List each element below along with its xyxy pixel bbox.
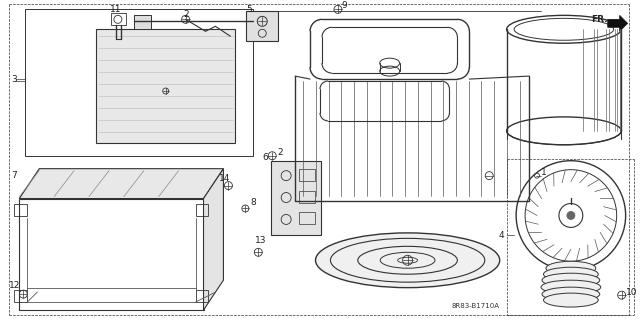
Text: 13: 13: [255, 236, 267, 245]
Text: FR.: FR.: [591, 15, 607, 24]
Bar: [299, 169, 315, 181]
Polygon shape: [608, 15, 628, 31]
Text: 4: 4: [498, 231, 504, 240]
Ellipse shape: [316, 233, 500, 288]
Text: 8R83-B1710A: 8R83-B1710A: [451, 303, 499, 309]
Text: 14: 14: [218, 174, 230, 183]
Text: 6: 6: [262, 153, 268, 162]
Polygon shape: [96, 29, 236, 143]
Text: 10: 10: [626, 288, 637, 297]
Text: 12: 12: [10, 281, 20, 290]
Text: 7: 7: [12, 171, 17, 180]
Ellipse shape: [543, 267, 598, 281]
Polygon shape: [19, 169, 223, 198]
Text: 2: 2: [184, 10, 189, 19]
Bar: [299, 190, 315, 203]
Text: 1: 1: [541, 168, 547, 177]
Polygon shape: [204, 169, 223, 310]
Ellipse shape: [543, 293, 598, 307]
Ellipse shape: [542, 273, 600, 287]
Ellipse shape: [542, 287, 600, 301]
Text: 2: 2: [277, 148, 283, 157]
Text: 11: 11: [110, 5, 122, 14]
Polygon shape: [134, 15, 151, 29]
Text: 3: 3: [12, 75, 17, 84]
Text: 5: 5: [246, 5, 252, 14]
Polygon shape: [246, 11, 278, 41]
Text: 8: 8: [250, 198, 256, 207]
Polygon shape: [271, 161, 321, 235]
Ellipse shape: [541, 280, 601, 294]
Circle shape: [567, 211, 575, 219]
Text: 9: 9: [341, 1, 347, 10]
Ellipse shape: [546, 261, 596, 275]
Bar: [299, 212, 315, 225]
